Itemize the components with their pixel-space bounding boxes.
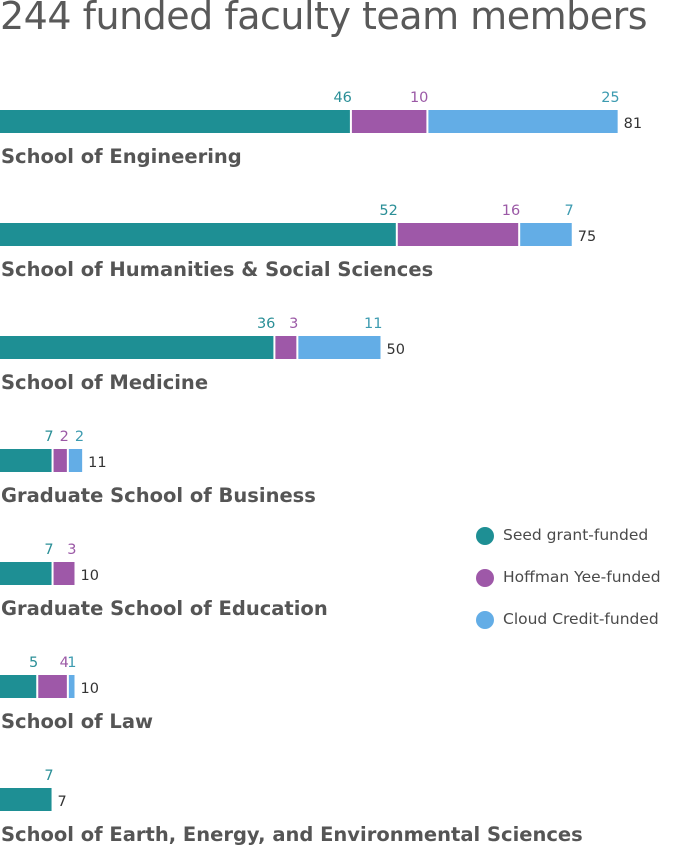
- bar-segment-seed-grant-funded-graduate-school-of-education: [0, 562, 52, 585]
- value-label-hoffman-yee-funded-school-of-medicine: 3: [289, 316, 298, 332]
- bar-segment-seed-grant-funded-school-of-earth-energy-and-environmental-sciences: [0, 788, 52, 811]
- bar-segment-seed-grant-funded-school-of-medicine: [0, 336, 274, 359]
- bar-segment-seed-grant-funded-graduate-school-of-business: [0, 449, 52, 472]
- value-label-hoffman-yee-funded-school-of-engineering: 10: [410, 90, 428, 106]
- legend-swatch-seed-grant: [476, 527, 494, 545]
- bar-segment-hoffman-yee-funded-school-of-medicine: [275, 336, 297, 359]
- value-label-seed-grant-funded-school-of-humanities-social-sciences: 52: [379, 203, 397, 219]
- value-label-cloud-credit-funded-graduate-school-of-business: 2: [75, 429, 84, 445]
- total-label-school-of-earth-energy-and-environmental-sciences: 7: [58, 794, 67, 810]
- bar-segment-seed-grant-funded-school-of-engineering: [0, 110, 350, 133]
- bar-segment-hoffman-yee-funded-graduate-school-of-education: [53, 562, 75, 585]
- category-label-school-of-humanities-social-sciences: School of Humanities & Social Sciences: [1, 258, 433, 281]
- chart-title: 244 funded faculty team members: [0, 0, 648, 38]
- category-label-school-of-engineering: School of Engineering: [1, 145, 242, 168]
- category-label-school-of-medicine: School of Medicine: [1, 371, 208, 394]
- bar-segment-seed-grant-funded-school-of-humanities-social-sciences: [0, 223, 396, 246]
- value-label-seed-grant-funded-school-of-earth-energy-and-environmental-sciences: 7: [44, 768, 53, 784]
- value-label-seed-grant-funded-graduate-school-of-business: 7: [44, 429, 53, 445]
- value-label-seed-grant-funded-school-of-law: 5: [29, 655, 38, 671]
- total-label-graduate-school-of-business: 11: [88, 455, 106, 471]
- total-label-school-of-law: 10: [81, 681, 99, 697]
- value-label-cloud-credit-funded-school-of-humanities-social-sciences: 7: [565, 203, 574, 219]
- legend-swatch-cloud-credit: [476, 611, 494, 629]
- total-label-school-of-engineering: 81: [624, 116, 642, 132]
- category-label-school-of-earth-energy-and-environmental-sciences: School of Earth, Energy, and Environment…: [1, 823, 583, 845]
- bar-segment-hoffman-yee-funded-school-of-law: [38, 675, 67, 698]
- bar-segment-seed-grant-funded-school-of-law: [0, 675, 37, 698]
- category-label-school-of-law: School of Law: [1, 710, 153, 733]
- category-label-graduate-school-of-education: Graduate School of Education: [1, 597, 328, 620]
- legend-label-seed-grant: Seed grant-funded: [503, 526, 649, 544]
- bar-segment-cloud-credit-funded-school-of-medicine: [298, 336, 381, 359]
- bar-segment-cloud-credit-funded-school-of-engineering: [428, 110, 618, 133]
- legend-swatch-hoffman-yee: [476, 569, 494, 587]
- bar-segment-hoffman-yee-funded-school-of-humanities-social-sciences: [397, 223, 519, 246]
- value-label-cloud-credit-funded-school-of-engineering: 25: [601, 90, 619, 106]
- value-label-seed-grant-funded-school-of-engineering: 46: [333, 90, 351, 106]
- legend-label-hoffman-yee: Hoffman Yee-funded: [503, 568, 661, 586]
- value-label-hoffman-yee-funded-graduate-school-of-business: 2: [60, 429, 69, 445]
- legend-label-cloud-credit: Cloud Credit-funded: [503, 610, 659, 628]
- bar-segment-hoffman-yee-funded-graduate-school-of-business: [53, 449, 67, 472]
- category-label-graduate-school-of-business: Graduate School of Business: [1, 484, 316, 507]
- bar-segment-cloud-credit-funded-school-of-law: [68, 675, 75, 698]
- value-label-cloud-credit-funded-school-of-medicine: 11: [364, 316, 382, 332]
- bar-segment-cloud-credit-funded-graduate-school-of-business: [68, 449, 83, 472]
- total-label-school-of-medicine: 50: [387, 342, 405, 358]
- bar-segment-cloud-credit-funded-school-of-humanities-social-sciences: [520, 223, 572, 246]
- value-label-seed-grant-funded-graduate-school-of-education: 7: [44, 542, 53, 558]
- value-label-hoffman-yee-funded-graduate-school-of-education: 3: [67, 542, 76, 558]
- value-label-hoffman-yee-funded-school-of-law: 4: [60, 655, 69, 671]
- total-label-graduate-school-of-education: 10: [81, 568, 99, 584]
- total-label-school-of-humanities-social-sciences: 75: [578, 229, 596, 245]
- value-label-seed-grant-funded-school-of-medicine: 36: [257, 316, 275, 332]
- bar-segment-hoffman-yee-funded-school-of-engineering: [351, 110, 427, 133]
- value-label-hoffman-yee-funded-school-of-humanities-social-sciences: 16: [502, 203, 520, 219]
- value-label-cloud-credit-funded-school-of-law: 1: [67, 655, 76, 671]
